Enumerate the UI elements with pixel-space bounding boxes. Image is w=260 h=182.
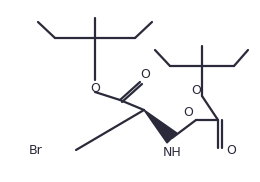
Text: O: O [90, 82, 100, 94]
Text: O: O [191, 84, 201, 96]
Text: NH: NH [162, 145, 181, 159]
Text: Br: Br [28, 143, 42, 157]
Text: O: O [140, 68, 150, 82]
Text: O: O [226, 145, 236, 157]
Polygon shape [144, 110, 177, 143]
Text: O: O [183, 106, 193, 120]
